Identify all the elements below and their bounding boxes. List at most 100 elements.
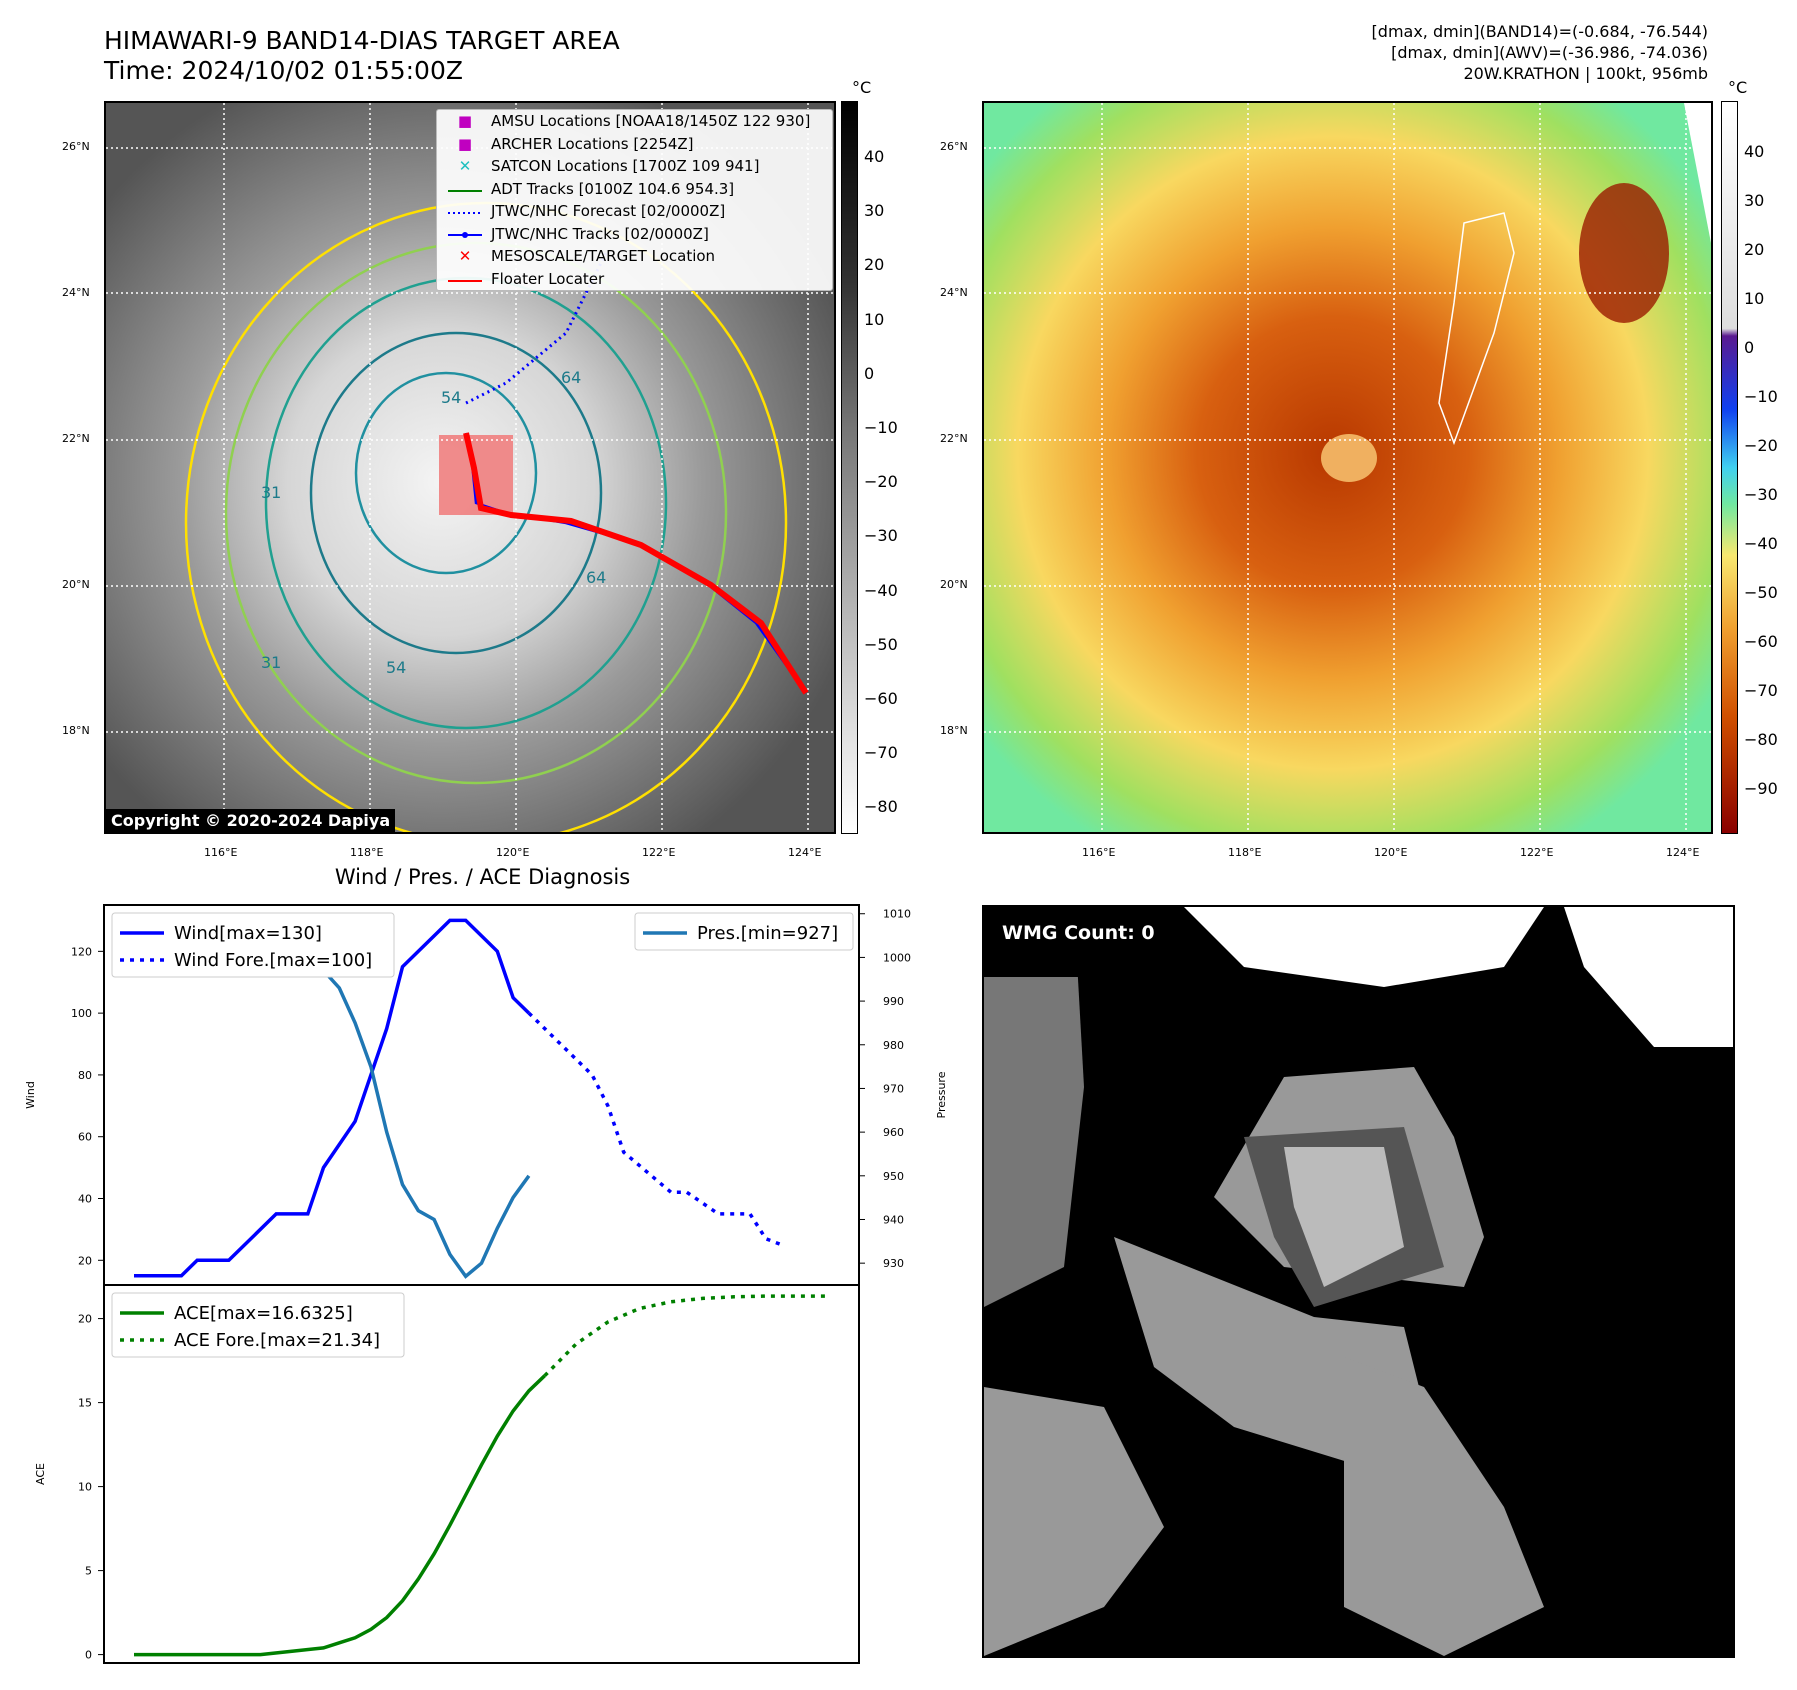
colorbar-tick-label: −70 bbox=[864, 743, 898, 763]
legend-item: ADT Tracks [0100Z 104.6 954.3] bbox=[437, 178, 832, 201]
lon-label: 120°E bbox=[1374, 846, 1408, 859]
y-tick-label: 15 bbox=[78, 1397, 92, 1410]
legend-dotted-icon bbox=[445, 202, 485, 220]
colorbar-tick-label: 40 bbox=[864, 147, 885, 166]
series-line-1 bbox=[527, 1011, 783, 1247]
legend-x-icon: ✕ bbox=[458, 247, 472, 266]
y-tick-label: 20 bbox=[78, 1254, 92, 1267]
info-line3: 20W.KRATHON | 100kt, 956mb bbox=[1463, 64, 1708, 83]
y-tick-label: 60 bbox=[78, 1131, 92, 1144]
copyright-badge: Copyright © 2020-2024 Dapiya bbox=[106, 809, 396, 832]
colorbar-tick-label: 20 bbox=[1744, 240, 1765, 259]
legend-item: ✕ MESOSCALE/TARGET Location bbox=[437, 245, 832, 268]
plot-title-line2: Time: 2024/10/02 01:55:00Z bbox=[104, 56, 463, 85]
lat-label: 20°N bbox=[940, 578, 968, 591]
y-tick-label: 100 bbox=[71, 1007, 92, 1020]
colorbar-tick-label: 0 bbox=[864, 363, 875, 383]
legend-item: JTWC/NHC Forecast [02/0000Z] bbox=[437, 200, 832, 223]
chart-legend-box bbox=[634, 912, 854, 951]
lon-label: 116°E bbox=[204, 846, 238, 859]
y2-axis-label: Pressure bbox=[935, 1071, 948, 1118]
legend-item: ■ ARCHER Locations [2254Z] bbox=[437, 133, 832, 156]
y2-tick-label: 950 bbox=[883, 1170, 904, 1183]
colorbar-tick-label: 20 bbox=[864, 255, 885, 275]
y-tick-label: 40 bbox=[78, 1192, 92, 1205]
contour-label: 31 bbox=[261, 653, 281, 672]
legend-square-icon: ■ bbox=[457, 112, 473, 131]
colorbar-tick-label: −40 bbox=[864, 580, 898, 600]
wmg-panel: WMG Count: 0 bbox=[982, 905, 1735, 1658]
lat-label: 26°N bbox=[62, 140, 90, 153]
colorbar-tick-label: −50 bbox=[1744, 583, 1778, 602]
floater-track bbox=[463, 432, 809, 695]
legend-item: ■ AMSU Locations [NOAA18/1450Z 122 930] bbox=[437, 110, 832, 133]
colorbar-unit: °C bbox=[852, 78, 872, 97]
contour-label: 64 bbox=[561, 368, 581, 387]
lon-label: 118°E bbox=[350, 846, 384, 859]
legend-item: JTWC/NHC Tracks [02/0000Z] bbox=[437, 223, 832, 246]
lon-label: 116°E bbox=[1082, 846, 1116, 859]
lat-label: 18°N bbox=[62, 724, 90, 737]
lon-label: 122°E bbox=[642, 846, 676, 859]
ace-axes-frame bbox=[103, 1284, 860, 1664]
lon-label: 122°E bbox=[1520, 846, 1554, 859]
wmg-image bbox=[984, 907, 1733, 1656]
y-tick-label: 0 bbox=[85, 1649, 92, 1662]
legend-line-dot-icon bbox=[445, 225, 485, 243]
colorbar-tick-label: −80 bbox=[864, 797, 898, 817]
ir-map-panel: 64 54 31 31 64 54 Copyright © 2020-2024 … bbox=[104, 101, 836, 834]
lat-label: 24°N bbox=[62, 286, 90, 299]
info-line2: [dmax, dmin](AWV)=(-36.986, -74.036) bbox=[1391, 43, 1708, 62]
info-line1: [dmax, dmin](BAND14)=(-0.684, -76.544) bbox=[1371, 22, 1708, 41]
chart-legend-box bbox=[111, 1292, 405, 1358]
colorbar-tick-label: −70 bbox=[1744, 681, 1778, 700]
colorbar-ticks: 40 30 20 10 0 −10 −20 −30 −40 −50 −60 −70 −80 −90 bbox=[1744, 101, 1784, 832]
legend-line-icon bbox=[445, 180, 485, 198]
lon-label: 124°E bbox=[788, 846, 822, 859]
awv-map-panel bbox=[982, 101, 1713, 834]
y-tick-label: 120 bbox=[71, 945, 92, 958]
colorbar-tick-label: −80 bbox=[1744, 730, 1778, 749]
contour-label: 54 bbox=[441, 388, 461, 407]
legend-item: ✕ SATCON Locations [1700Z 109 941] bbox=[437, 155, 832, 178]
lat-label: 20°N bbox=[62, 578, 90, 591]
eye bbox=[1321, 434, 1377, 482]
legend-label: Wind[max=130] bbox=[174, 923, 322, 944]
y-axis-label: ACE bbox=[34, 1463, 47, 1485]
map-legend: ■ AMSU Locations [NOAA18/1450Z 122 930] ■… bbox=[436, 109, 833, 291]
y2-tick-label: 980 bbox=[883, 1039, 904, 1052]
taiwan-coastline bbox=[1438, 212, 1515, 446]
colorbar-unit: °C bbox=[1728, 78, 1748, 97]
lon-label: 118°E bbox=[1228, 846, 1262, 859]
legend-label: ACE[max=16.6325] bbox=[174, 1303, 353, 1324]
legend-label: Wind Fore.[max=100] bbox=[174, 950, 372, 971]
colorbar-tick-label: −50 bbox=[864, 634, 898, 654]
lat-label: 18°N bbox=[940, 724, 968, 737]
colorbar-tick-label: −10 bbox=[1744, 387, 1778, 406]
lat-label: 24°N bbox=[940, 286, 968, 299]
legend-item: Floater Locater bbox=[437, 268, 832, 291]
ace-series-line-0 bbox=[134, 1374, 546, 1657]
plot-title-line1: HIMAWARI-9 BAND14-DIAS TARGET AREA bbox=[104, 26, 620, 55]
y2-tick-label: 1000 bbox=[883, 951, 911, 964]
diagnosis-chart: 20 40 60 80 100 120 930 940 950 960 970 980 990 1000 1… bbox=[24, 904, 948, 1664]
y2-tick-label: 970 bbox=[883, 1082, 904, 1095]
legend-label: ACE Fore.[max=21.34] bbox=[174, 1330, 380, 1351]
y-tick-label: 20 bbox=[78, 1313, 92, 1326]
y-tick-label: 80 bbox=[78, 1069, 92, 1082]
chart-title: Wind / Pres. / ACE Diagnosis bbox=[334, 865, 631, 889]
y2-tick-label: 990 bbox=[883, 995, 904, 1008]
y2-tick-label: 960 bbox=[883, 1126, 904, 1139]
colorbar-tick-label: 10 bbox=[1744, 289, 1765, 308]
y2-tick-label: 930 bbox=[883, 1257, 904, 1270]
colorbar-tick-label: 30 bbox=[1744, 191, 1765, 210]
lon-label: 120°E bbox=[496, 846, 530, 859]
colorbar-tick-label: −20 bbox=[864, 472, 898, 492]
wmg-count-badge: WMG Count: 0 bbox=[996, 919, 1161, 947]
y2-tick-label: 940 bbox=[883, 1213, 904, 1226]
colorbar-tick-label: −30 bbox=[864, 526, 898, 546]
colorbar-tick-label: 40 bbox=[1744, 142, 1765, 161]
legend-label: Pres.[min=927] bbox=[697, 923, 838, 944]
legend-x-icon: ✕ bbox=[458, 157, 472, 176]
contour-label: 54 bbox=[386, 658, 406, 677]
